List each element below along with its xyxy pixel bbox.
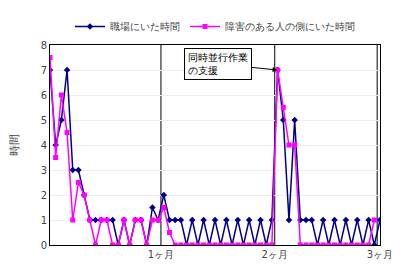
svg-text:職場にいた時間: 職場にいた時間 <box>110 21 180 32</box>
svg-text:4: 4 <box>41 140 47 151</box>
svg-text:2ヶ月: 2ヶ月 <box>262 249 288 260</box>
svg-text:時間: 時間 <box>8 134 21 156</box>
svg-text:2: 2 <box>41 190 47 201</box>
svg-text:0: 0 <box>41 240 47 251</box>
svg-text:3: 3 <box>41 165 47 176</box>
svg-text:同時並行作業の支援: 同時並行作業の支援 <box>188 52 248 76</box>
svg-text:1: 1 <box>41 215 47 226</box>
svg-text:障害のある人の側にいた時間: 障害のある人の側にいた時間 <box>225 21 355 32</box>
svg-text:8: 8 <box>41 40 47 51</box>
svg-text:5: 5 <box>41 115 47 126</box>
svg-text:6: 6 <box>41 90 47 101</box>
svg-text:1ヶ月: 1ヶ月 <box>148 249 174 260</box>
svg-text:7: 7 <box>41 65 47 76</box>
svg-text:3ヶ月: 3ヶ月 <box>367 249 393 260</box>
